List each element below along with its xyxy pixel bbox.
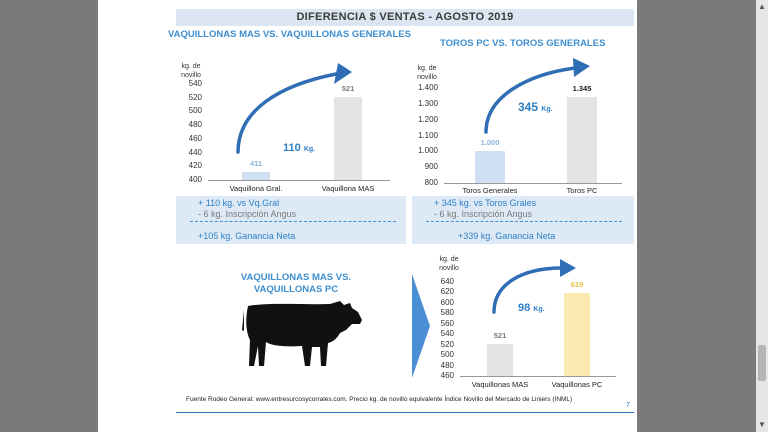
bar-data-label: 411 — [249, 159, 263, 169]
y-tick-label: 560 — [440, 318, 454, 328]
y-tick-label: 620 — [440, 287, 454, 297]
y-tick-label: 480 — [440, 360, 454, 370]
y-tick-label: 1.000 — [417, 146, 438, 156]
chart3-difference: 98 Kg. — [518, 302, 545, 314]
y-tick-label: 500 — [188, 106, 202, 116]
chevron-right-icon — [412, 274, 430, 378]
chart2-difference-unit: Kg. — [541, 106, 553, 113]
y-tick-label: 480 — [188, 120, 202, 130]
chart1-difference-unit: Kg. — [303, 146, 316, 153]
y-tick-label: 1.200 — [417, 114, 438, 124]
vertical-scrollbar[interactable]: ▲ ▼ — [756, 0, 768, 432]
chart3-difference-value: 98 — [518, 302, 531, 314]
bar — [242, 172, 270, 180]
chart3-ylabel-line1: kg. de — [439, 256, 459, 263]
y-tick-label: 540 — [188, 79, 202, 88]
x-category-label: Vaquillonas PC — [551, 380, 603, 389]
panel1-line2: - 6 kg. Inscripción Angus — [198, 209, 297, 219]
cow-icon — [242, 301, 362, 366]
footer-divider — [176, 412, 634, 413]
chart3-difference-unit: Kg. — [533, 306, 545, 313]
x-category-label: Vaquillona Gral. — [229, 184, 283, 193]
chart1-ylabel-line2: novillo — [181, 72, 201, 79]
y-tick-label: 580 — [440, 308, 454, 318]
y-tick-label: 900 — [424, 162, 438, 172]
bar — [475, 151, 505, 183]
page-number: 7 — [626, 402, 630, 409]
panel2-line2: - 6 kg. Inscripción Angus — [434, 209, 533, 219]
chart2-title: TOROS PC VS. TOROS GENERALES — [440, 38, 606, 49]
y-tick-label: 460 — [188, 133, 202, 143]
y-tick-label: 520 — [440, 339, 454, 349]
x-category-label: Toros PC — [566, 186, 598, 195]
footer-source: Fuente Rodeo General: www.entresurcosyco… — [186, 396, 573, 403]
x-axis-line — [460, 376, 616, 377]
bar — [567, 96, 597, 183]
panel2-line1: + 345 kg. vs Toros Grales — [434, 198, 537, 208]
scroll-up-arrow-icon[interactable]: ▲ — [758, 2, 766, 11]
chart2-difference-value: 345 — [518, 100, 539, 114]
chart2-ylabel-line2: novillo — [417, 74, 437, 81]
y-tick-label: 1.400 — [417, 83, 438, 92]
panel2-divider — [426, 221, 622, 222]
chart2-ylabel: kg. de novillo — [412, 64, 442, 82]
bar-data-label: 1.345 — [572, 83, 592, 93]
bar — [334, 97, 362, 180]
bar-data-label: 521 — [341, 84, 355, 94]
y-tick-label: 500 — [440, 350, 454, 360]
panel1-divider — [190, 221, 396, 222]
panel1-line3: +105 kg. Ganancia Neta — [198, 231, 296, 241]
scroll-down-arrow-icon[interactable]: ▼ — [758, 420, 766, 429]
cow-section-title-line1: VAQUILLONAS MAS VS. — [240, 272, 352, 283]
y-tick-label: 440 — [188, 147, 202, 157]
panel-toros-summary: + 345 kg. vs Toros Grales - 6 kg. Inscri… — [412, 196, 634, 244]
chart1-ylabel: kg. de novillo — [176, 62, 206, 80]
y-tick-label: 1.100 — [417, 130, 438, 140]
chart1-ylabel-line1: kg. de — [181, 63, 201, 70]
y-tick-label: 540 — [440, 329, 454, 339]
y-tick-label: 420 — [188, 161, 202, 171]
page-title: DIFERENCIA $ VENTAS - AGOSTO 2019 — [176, 9, 634, 26]
chart1-difference-value: 110 — [283, 142, 301, 154]
panel-vaquillonas-summary: + 110 kg. vs Vq.Gral - 6 kg. Inscripción… — [176, 196, 406, 244]
y-tick-label: 800 — [424, 178, 438, 187]
bar-data-label: 521 — [493, 331, 507, 341]
scroll-thumb[interactable] — [758, 345, 766, 381]
chart1-difference: 110 Kg. — [283, 142, 315, 154]
y-tick-label: 520 — [188, 92, 202, 102]
y-tick-label: 600 — [440, 297, 454, 307]
chart3-ylabel-line2: novillo — [439, 265, 459, 272]
y-tick-label: 640 — [440, 277, 454, 286]
chart1-title: VAQUILLONAS MAS VS. VAQUILLONAS GENERALE… — [168, 29, 411, 40]
y-tick-label: 460 — [440, 371, 454, 380]
cow-section-title-line2: VAQUILLONAS PC — [253, 284, 339, 295]
y-tick-label: 1.300 — [417, 98, 438, 108]
x-category-label: Toros Generales — [462, 186, 518, 195]
x-axis-line — [208, 180, 390, 181]
panel2-line3: +339 kg. Ganancia Neta — [458, 231, 556, 241]
panel1-line1: + 110 kg. vs Vq.Gral — [198, 198, 280, 208]
bar-data-label: 619 — [570, 279, 584, 289]
bar — [564, 292, 590, 376]
bar — [487, 344, 513, 376]
x-category-label: Vaquillona MAS — [321, 184, 375, 193]
bar-data-label: 1.000 — [480, 138, 500, 148]
chart2-difference: 345 Kg. — [518, 100, 553, 114]
chart2-ylabel-line1: kg. de — [417, 65, 437, 72]
x-category-label: Vaquillonas MAS — [471, 380, 529, 389]
x-axis-line — [444, 183, 622, 184]
chart3-ylabel: kg. de novillo — [434, 255, 464, 273]
cow-section-title: VAQUILLONAS MAS VS. VAQUILLONAS PC — [216, 272, 376, 296]
y-tick-label: 400 — [188, 175, 202, 184]
